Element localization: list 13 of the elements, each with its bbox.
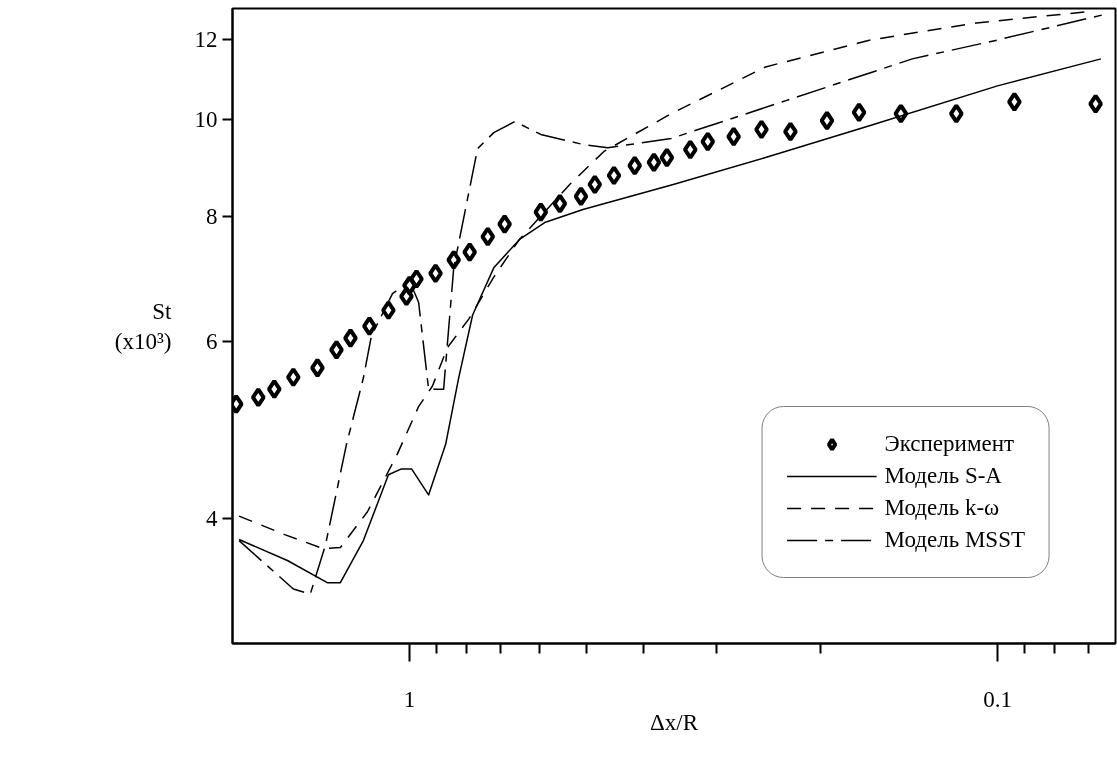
- legend-label: Модель S-A: [884, 463, 1002, 489]
- x-axis-title: Δx/R: [649, 709, 699, 735]
- y-tick-label: 8: [206, 204, 218, 229]
- y-tick-label: 6: [206, 329, 218, 355]
- legend-label: Модель MSST: [884, 527, 1025, 553]
- y-axis-title: St (x10³): [114, 298, 173, 354]
- y-tick-label: 12: [194, 27, 218, 53]
- x-tick-label: 1: [403, 686, 416, 712]
- y-tick-label: 4: [206, 505, 218, 531]
- x-tick-label: 0.1: [983, 686, 1012, 712]
- y-tick-label: 10: [194, 106, 218, 132]
- legend-label: Модель k-ω: [884, 495, 1000, 521]
- legend-label: Эксперимент: [884, 431, 1015, 457]
